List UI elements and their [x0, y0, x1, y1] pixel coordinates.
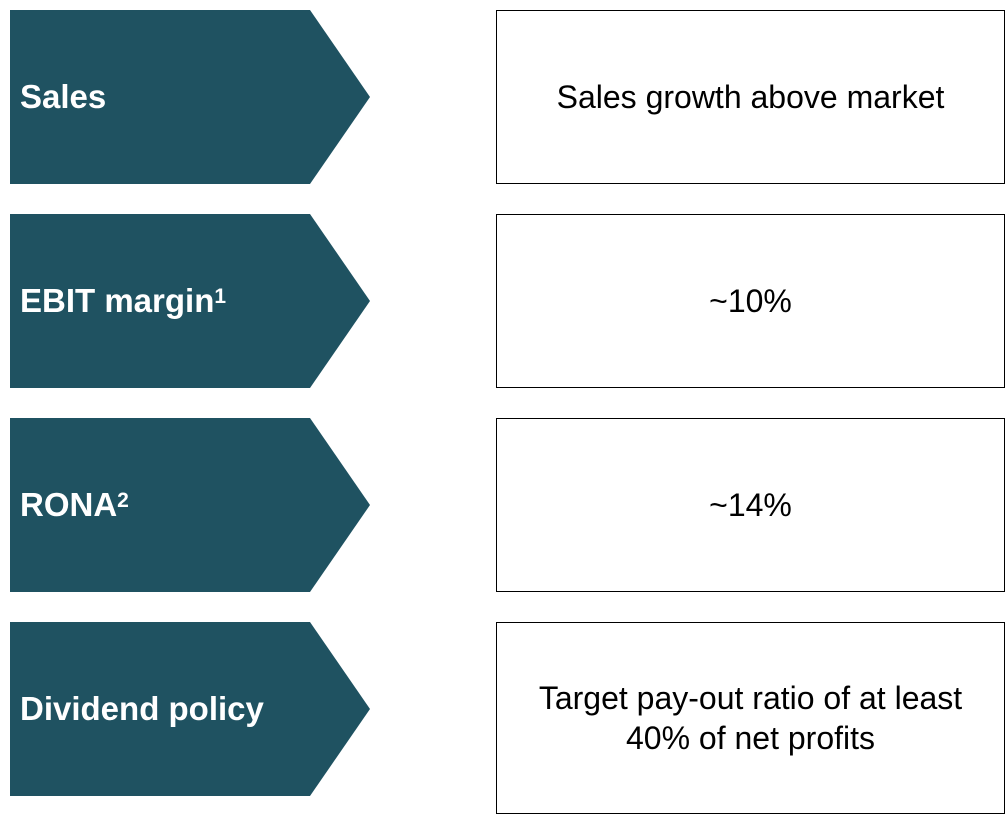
label-text: Dividend policy [20, 690, 264, 727]
arrow-shape [10, 214, 370, 388]
row: RONA 2 ~14% [0, 418, 1006, 592]
value-box: ~10% [496, 214, 1005, 388]
page: Sales Sales growth above market EBIT margi… [0, 10, 1006, 814]
row: Sales Sales growth above market [0, 10, 1006, 184]
value-text: ~10% [709, 283, 792, 319]
label-text: Sales [20, 78, 107, 115]
footnote-mark: 1 [214, 285, 227, 308]
label: EBIT margin 1 [20, 214, 226, 388]
row: EBIT margin 1 ~10% [0, 214, 1006, 388]
value-text: Target pay-out ratio of at least [538, 680, 963, 716]
value-box: Sales growth above market [496, 10, 1005, 184]
row: Dividend policy Target pay-out ratio of a… [0, 622, 1006, 814]
arrow-shape [10, 418, 370, 592]
value-text: 40% of net profits [625, 720, 876, 756]
footnote-mark: 2 [117, 489, 129, 512]
label: RONA 2 [20, 418, 129, 592]
value-text: ~14% [709, 487, 792, 523]
value-box: ~14% [496, 418, 1005, 592]
arrow-shape [10, 622, 370, 796]
label: Sales [20, 10, 106, 184]
label-text: EBIT margin [20, 282, 215, 319]
value-text: Sales growth above market [556, 79, 945, 115]
label-text: RONA [20, 486, 118, 523]
label: Dividend policy [20, 622, 264, 796]
value-box: Target pay-out ratio of at least 40% of n… [496, 622, 1005, 814]
arrow-shape [10, 10, 370, 184]
